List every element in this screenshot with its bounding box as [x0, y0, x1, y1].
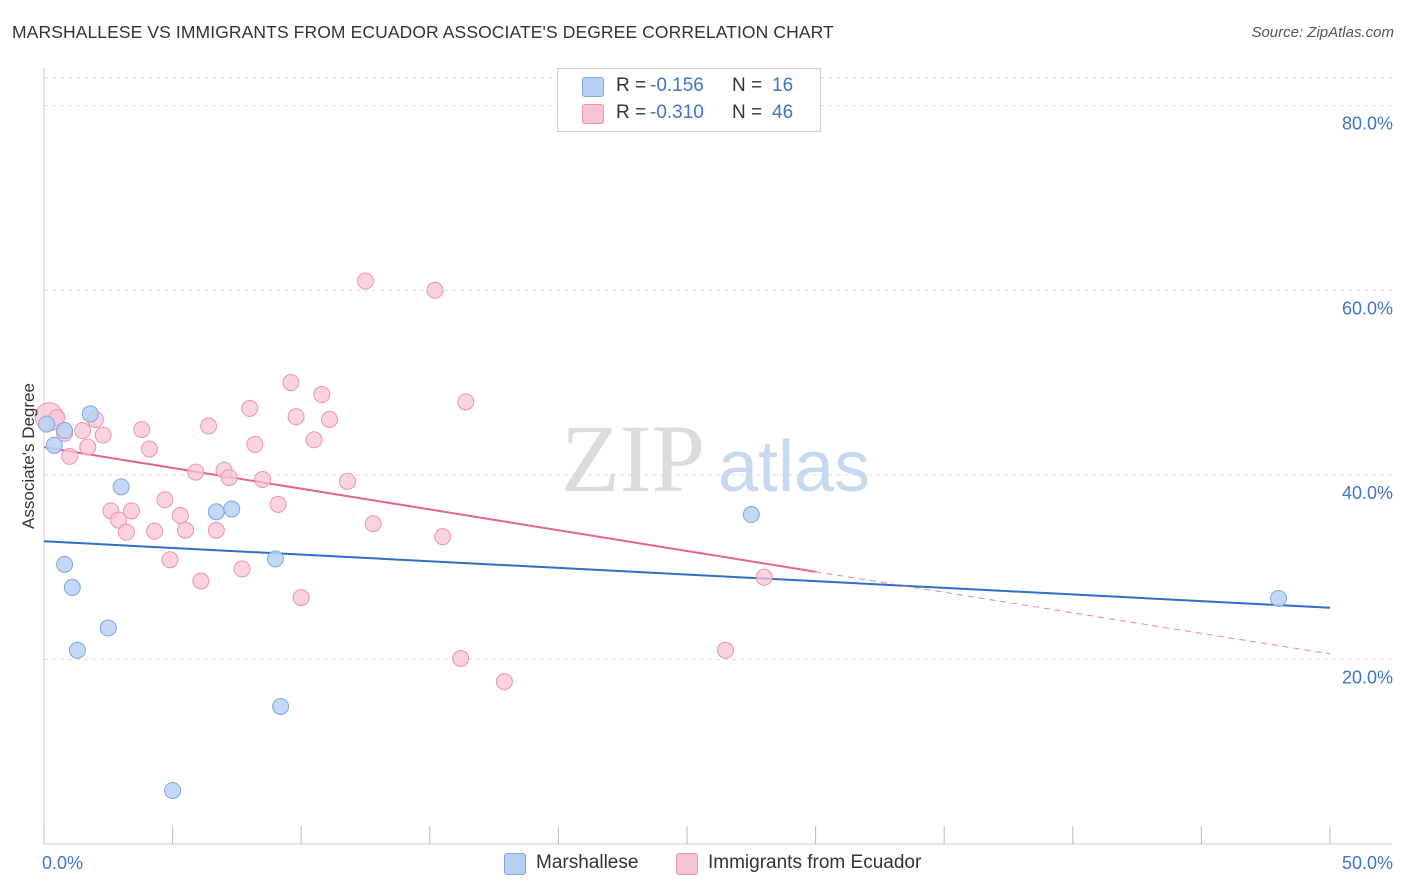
- bottom-legend-label: Marshallese: [536, 852, 639, 873]
- watermark-zip: ZIP: [561, 405, 705, 512]
- point-ecuador: [282, 374, 300, 392]
- point-ecuador: [269, 495, 287, 513]
- point-ecuador: [187, 463, 205, 481]
- point-ecuador: [241, 399, 259, 417]
- point-ecuador: [495, 673, 513, 691]
- trend-line-ecuador: [43, 446, 816, 573]
- source-label: Source: ZipAtlas.com: [1251, 24, 1394, 41]
- y-tick-label: 40.0%: [1342, 483, 1393, 503]
- axes-layer: [43, 68, 1392, 845]
- legend-swatch-blue: [582, 77, 604, 97]
- point-ecuador: [133, 421, 151, 439]
- bottom-legend-label: Immigrants from Ecuador: [708, 852, 922, 873]
- legend-swatch-pink: [582, 104, 604, 124]
- trend-line-ecuador-extension: [815, 571, 1331, 655]
- stats-legend: R = -0.156 N = 16 R = -0.310 N = 46: [557, 68, 821, 132]
- point-ecuador: [79, 438, 97, 456]
- legend-n-value: 46: [772, 102, 794, 123]
- point-marshallese: [99, 619, 117, 637]
- point-ecuador: [171, 506, 189, 524]
- point-ecuador: [755, 568, 773, 586]
- point-ecuador: [364, 515, 382, 533]
- point-marshallese: [742, 506, 760, 524]
- chart-title: MARSHALLESE VS IMMIGRANTS FROM ECUADOR A…: [12, 22, 834, 42]
- point-marshallese: [164, 781, 182, 799]
- point-ecuador: [110, 511, 128, 529]
- point-ecuador: [176, 521, 194, 539]
- point-marshallese: [63, 578, 81, 596]
- point-ecuador: [146, 522, 164, 540]
- point-ecuador: [452, 649, 470, 667]
- point-marshallese: [1270, 590, 1288, 608]
- point-ecuador: [200, 417, 218, 435]
- y-axis-label: Associate's Degree: [19, 383, 38, 529]
- point-ecuador: [287, 408, 305, 426]
- point-ecuador: [357, 272, 374, 290]
- tick-labels: 20.0% 40.0% 60.0% 80.0% 0.0% 50.0%: [42, 114, 1393, 873]
- x-tick-label: 50.0%: [1342, 853, 1393, 873]
- point-marshallese: [223, 500, 241, 518]
- point-ecuador: [161, 551, 179, 569]
- legend-r-value: -0.156: [650, 75, 704, 96]
- point-ecuador: [717, 641, 735, 659]
- point-ecuador: [338, 472, 356, 490]
- point-ecuador: [313, 386, 331, 404]
- point-ecuador: [434, 528, 452, 546]
- watermark: ZIP atlas: [561, 405, 870, 512]
- point-ecuador: [320, 410, 338, 428]
- point-marshallese: [207, 503, 225, 521]
- point-ecuador: [61, 447, 79, 465]
- point-ecuador: [292, 589, 310, 607]
- point-ecuador: [122, 502, 140, 520]
- watermark-atlas: atlas: [718, 427, 870, 507]
- point-ecuador: [74, 422, 92, 440]
- trend-line-marshallese: [43, 540, 1331, 609]
- legend-n-label: N =: [732, 75, 763, 96]
- point-ecuador: [305, 431, 323, 449]
- legend-n-value: 16: [772, 75, 794, 96]
- bottom-legend-swatch-pink: [676, 853, 698, 875]
- point-ecuador: [192, 572, 210, 590]
- point-ecuador: [94, 426, 112, 444]
- y-tick-label: 60.0%: [1342, 298, 1393, 318]
- legend-r-value: -0.310: [650, 102, 704, 123]
- point-marshallese: [266, 550, 284, 568]
- points-layer: [34, 272, 1288, 799]
- x-tick-label: 0.0%: [42, 853, 83, 873]
- point-ecuador: [156, 491, 174, 509]
- trend-layer: [43, 446, 1331, 655]
- point-ecuador: [233, 560, 251, 578]
- point-ecuador: [117, 523, 135, 541]
- y-tick-label: 80.0%: [1342, 114, 1393, 134]
- point-ecuador: [254, 470, 272, 488]
- point-marshallese: [272, 697, 290, 715]
- point-ecuador: [220, 469, 238, 487]
- point-marshallese: [56, 422, 74, 440]
- point-marshallese: [56, 555, 74, 573]
- y-tick-label: 20.0%: [1342, 667, 1393, 687]
- point-marshallese: [45, 436, 63, 454]
- point-ecuador: [207, 521, 225, 539]
- point-ecuador: [140, 440, 158, 458]
- point-ecuador: [246, 435, 264, 453]
- point-marshallese: [112, 478, 130, 496]
- point-marshallese: [81, 405, 99, 423]
- legend-r-label: R =: [616, 75, 647, 96]
- point-marshallese: [38, 415, 56, 433]
- legend-n-label: N =: [732, 102, 763, 123]
- legend-r-label: R =: [616, 102, 647, 123]
- point-marshallese: [68, 641, 86, 659]
- point-ecuador: [426, 281, 444, 299]
- point-ecuador: [457, 393, 475, 411]
- bottom-legend-swatch-blue: [504, 853, 526, 875]
